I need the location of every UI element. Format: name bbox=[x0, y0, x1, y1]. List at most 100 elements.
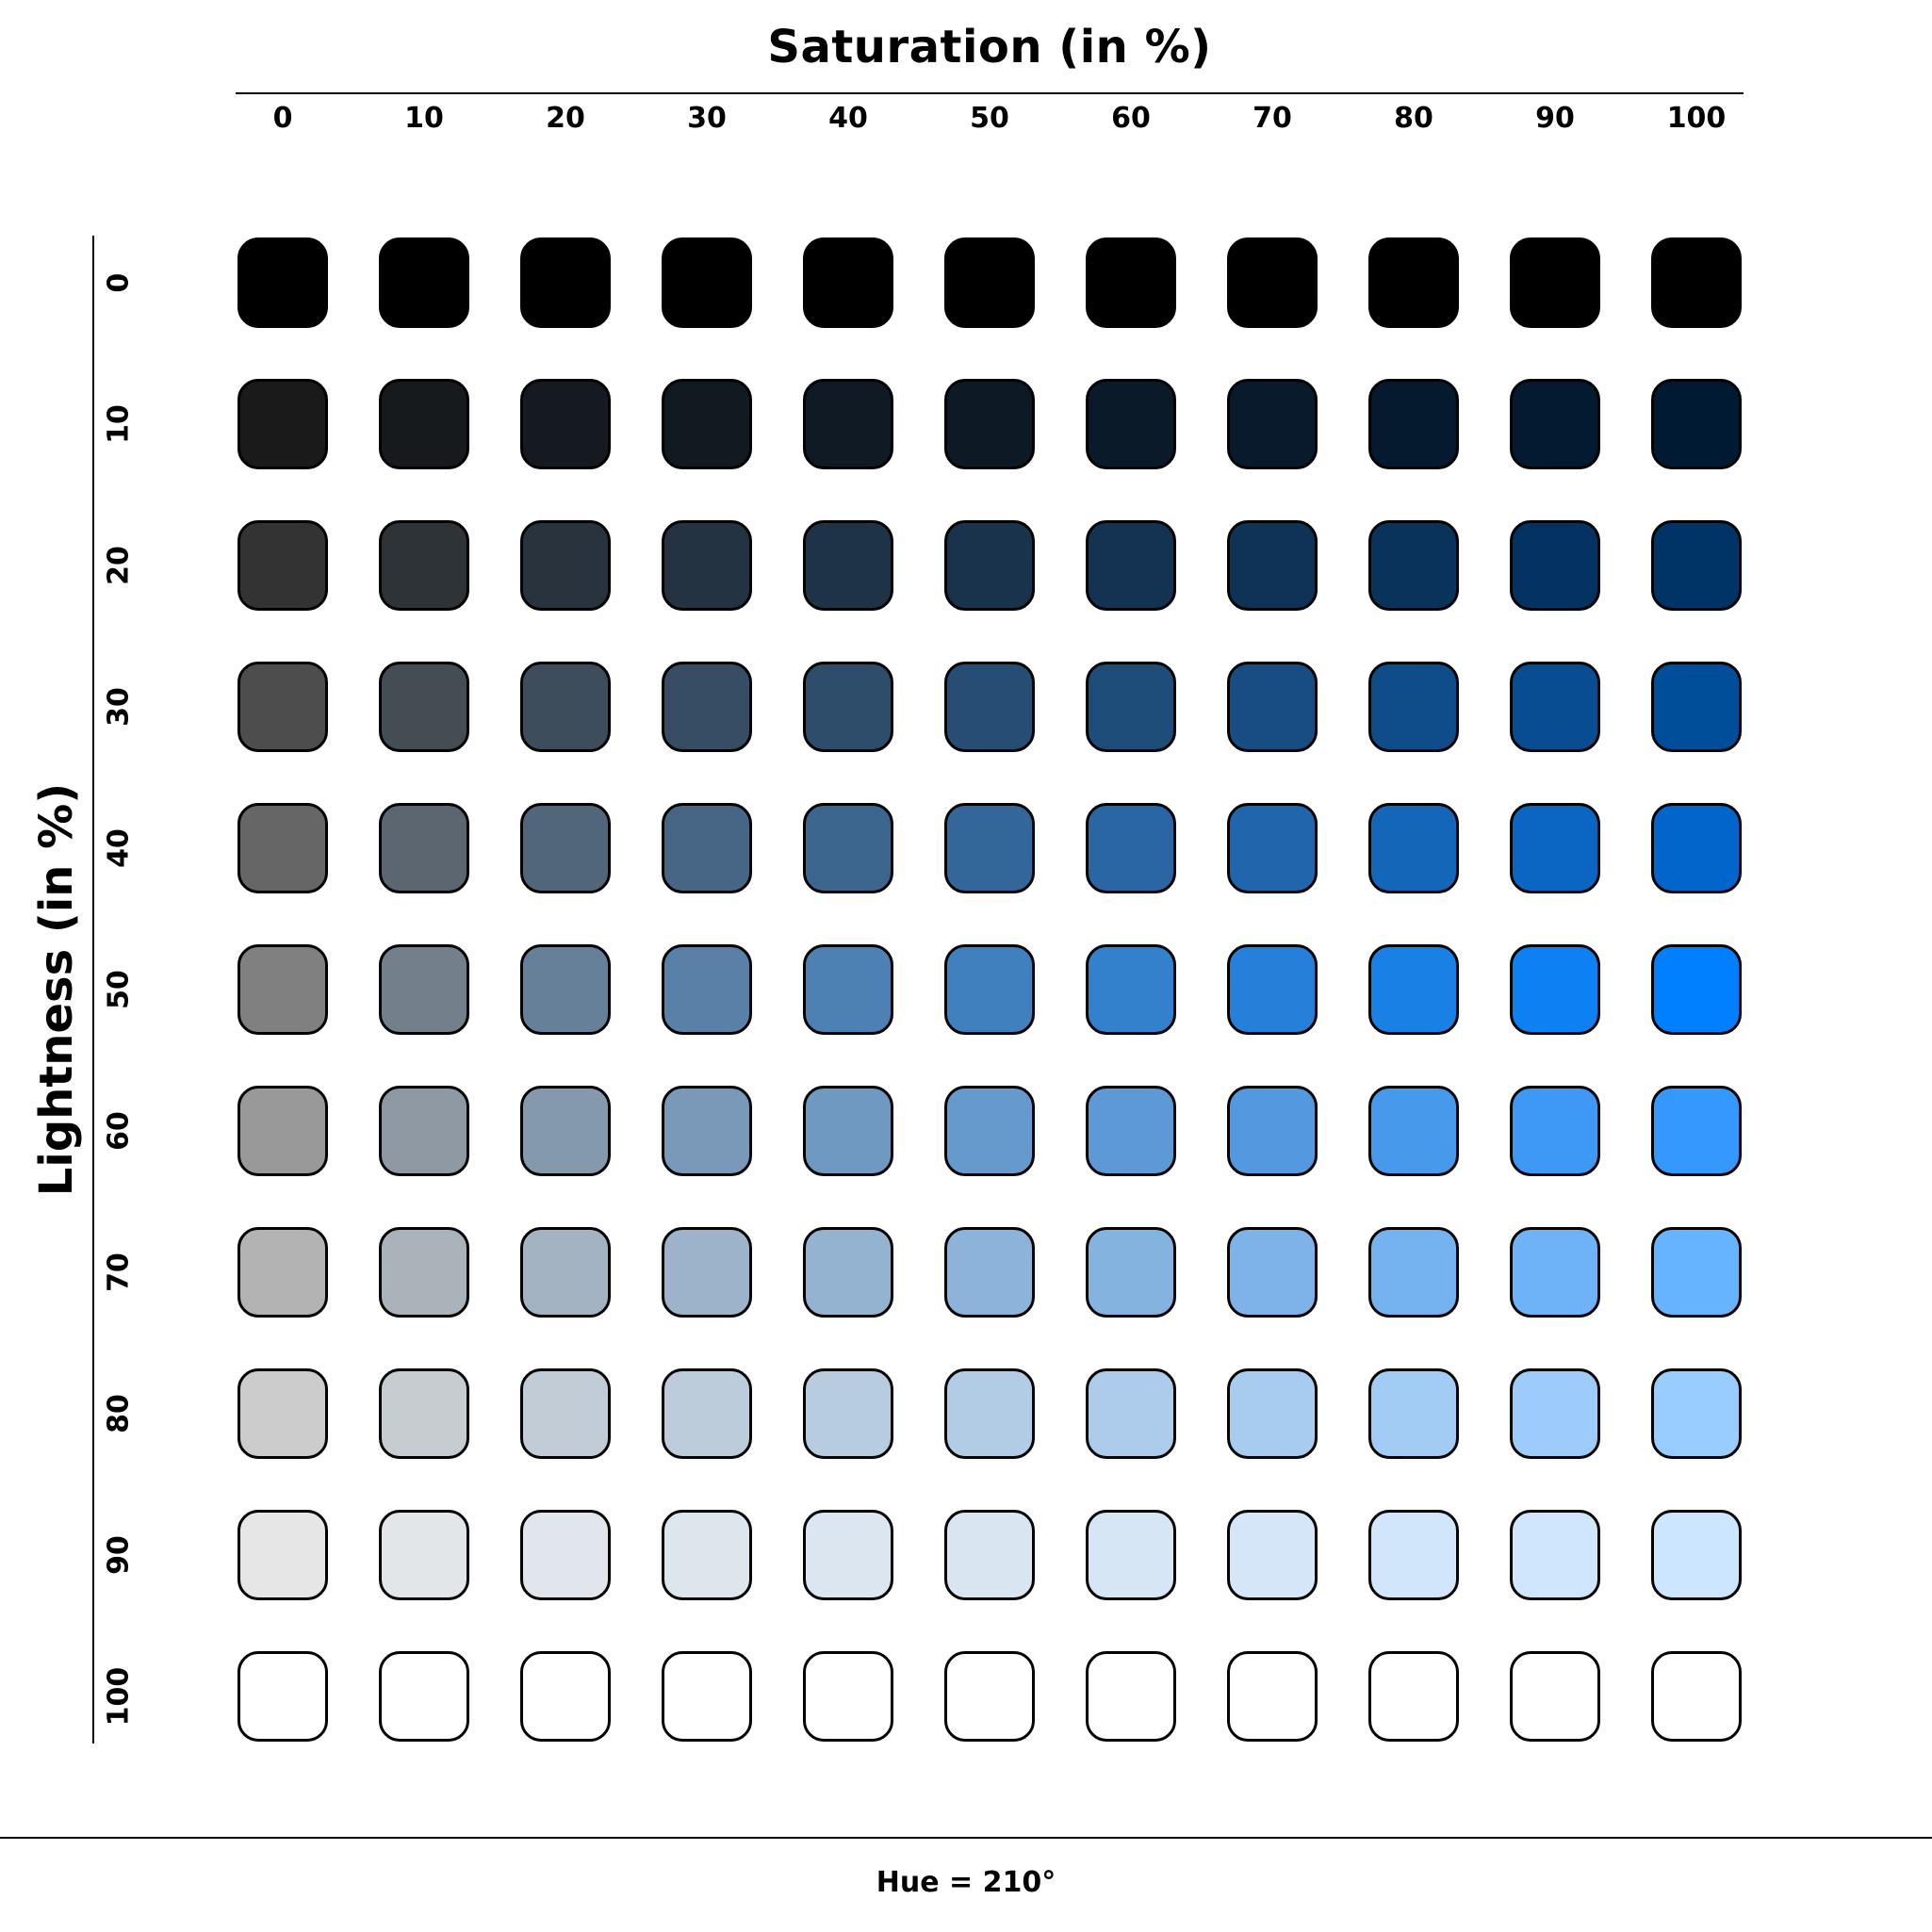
color-swatch bbox=[520, 1086, 611, 1176]
color-swatch bbox=[1368, 662, 1459, 752]
color-swatch bbox=[1227, 1227, 1318, 1318]
saturation-axis-title: Saturation (in %) bbox=[767, 21, 1212, 74]
color-swatch bbox=[662, 1368, 752, 1459]
color-swatch bbox=[944, 803, 1035, 893]
color-swatch bbox=[1510, 1227, 1600, 1318]
color-swatch bbox=[803, 1086, 893, 1176]
color-swatch bbox=[662, 1086, 752, 1176]
color-swatch bbox=[944, 237, 1035, 328]
color-swatch bbox=[379, 1086, 469, 1176]
color-swatch bbox=[379, 1227, 469, 1318]
lightness-tick-label: 90 bbox=[102, 1535, 136, 1575]
color-swatch bbox=[1510, 662, 1600, 752]
color-swatch bbox=[1227, 944, 1318, 1035]
color-swatch bbox=[1227, 520, 1318, 611]
color-swatch bbox=[520, 520, 611, 611]
color-swatch bbox=[1651, 237, 1742, 328]
saturation-tick-label: 100 bbox=[1666, 102, 1727, 135]
color-swatch bbox=[520, 803, 611, 893]
color-swatch bbox=[1651, 520, 1742, 611]
bottom-divider bbox=[0, 1837, 1932, 1839]
color-swatch bbox=[803, 1651, 893, 1742]
color-swatch bbox=[662, 237, 752, 328]
color-swatch bbox=[379, 662, 469, 752]
color-swatch bbox=[237, 1368, 328, 1459]
saturation-tick-label: 0 bbox=[272, 102, 293, 135]
lightness-axis-rule bbox=[92, 236, 94, 1744]
color-swatch bbox=[237, 1510, 328, 1600]
color-swatch bbox=[1651, 1227, 1742, 1318]
color-swatch bbox=[237, 1227, 328, 1318]
color-swatch bbox=[1651, 1510, 1742, 1600]
lightness-tick-label: 80 bbox=[102, 1394, 136, 1433]
color-swatch bbox=[944, 1086, 1035, 1176]
color-swatch bbox=[944, 520, 1035, 611]
color-swatch bbox=[520, 237, 611, 328]
color-swatch bbox=[944, 1227, 1035, 1318]
color-swatch bbox=[379, 1368, 469, 1459]
color-swatch bbox=[662, 1227, 752, 1318]
color-swatch bbox=[1510, 944, 1600, 1035]
color-swatch bbox=[379, 803, 469, 893]
color-swatch bbox=[1086, 1510, 1176, 1600]
color-swatch bbox=[803, 944, 893, 1035]
lightness-axis-title: Lightness (in %) bbox=[30, 782, 83, 1197]
saturation-tick-label: 60 bbox=[1111, 102, 1151, 135]
color-swatch bbox=[1651, 944, 1742, 1035]
lightness-tick-label: 70 bbox=[102, 1253, 136, 1292]
color-swatch bbox=[1510, 520, 1600, 611]
color-swatch bbox=[1086, 237, 1176, 328]
color-swatch bbox=[662, 944, 752, 1035]
color-swatch bbox=[520, 662, 611, 752]
color-swatch bbox=[1368, 237, 1459, 328]
lightness-tick-label: 50 bbox=[102, 970, 136, 1009]
color-swatch bbox=[379, 520, 469, 611]
color-swatch bbox=[803, 520, 893, 611]
color-swatch bbox=[944, 1368, 1035, 1459]
color-swatch bbox=[1651, 1651, 1742, 1742]
color-swatch bbox=[944, 662, 1035, 752]
color-swatch bbox=[1651, 379, 1742, 469]
lightness-tick-label: 30 bbox=[102, 687, 136, 727]
color-swatch bbox=[1227, 803, 1318, 893]
color-swatch bbox=[379, 1510, 469, 1600]
lightness-tick-label: 40 bbox=[102, 828, 136, 868]
color-swatch bbox=[803, 1227, 893, 1318]
color-swatch bbox=[237, 1086, 328, 1176]
color-swatch bbox=[1086, 1651, 1176, 1742]
color-swatch bbox=[520, 379, 611, 469]
color-swatch bbox=[1227, 1510, 1318, 1600]
color-swatch bbox=[237, 803, 328, 893]
color-swatch bbox=[1086, 379, 1176, 469]
color-swatch bbox=[1368, 1368, 1459, 1459]
color-swatch bbox=[1510, 1368, 1600, 1459]
saturation-tick-label: 30 bbox=[687, 102, 727, 135]
color-swatch bbox=[1086, 944, 1176, 1035]
saturation-tick-label: 70 bbox=[1253, 102, 1292, 135]
color-swatch bbox=[379, 237, 469, 328]
color-swatch bbox=[1510, 1086, 1600, 1176]
color-swatch bbox=[1086, 1227, 1176, 1318]
color-swatch bbox=[1368, 379, 1459, 469]
color-swatch bbox=[1510, 1510, 1600, 1600]
color-swatch bbox=[1651, 1368, 1742, 1459]
color-swatch bbox=[1651, 1086, 1742, 1176]
color-swatch bbox=[944, 379, 1035, 469]
color-swatch bbox=[1086, 520, 1176, 611]
color-swatch bbox=[803, 379, 893, 469]
color-swatch bbox=[803, 803, 893, 893]
color-swatch bbox=[379, 379, 469, 469]
color-swatch bbox=[237, 520, 328, 611]
saturation-tick-label: 80 bbox=[1394, 102, 1433, 135]
color-swatch bbox=[662, 1651, 752, 1742]
color-swatch bbox=[803, 1510, 893, 1600]
saturation-tick-label: 10 bbox=[404, 102, 444, 135]
color-swatch bbox=[520, 1651, 611, 1742]
color-swatch bbox=[662, 662, 752, 752]
color-swatch bbox=[1227, 1368, 1318, 1459]
color-swatch bbox=[662, 803, 752, 893]
color-swatch bbox=[803, 662, 893, 752]
color-swatch bbox=[944, 1651, 1035, 1742]
color-swatch bbox=[1368, 1086, 1459, 1176]
color-swatch bbox=[1651, 662, 1742, 752]
